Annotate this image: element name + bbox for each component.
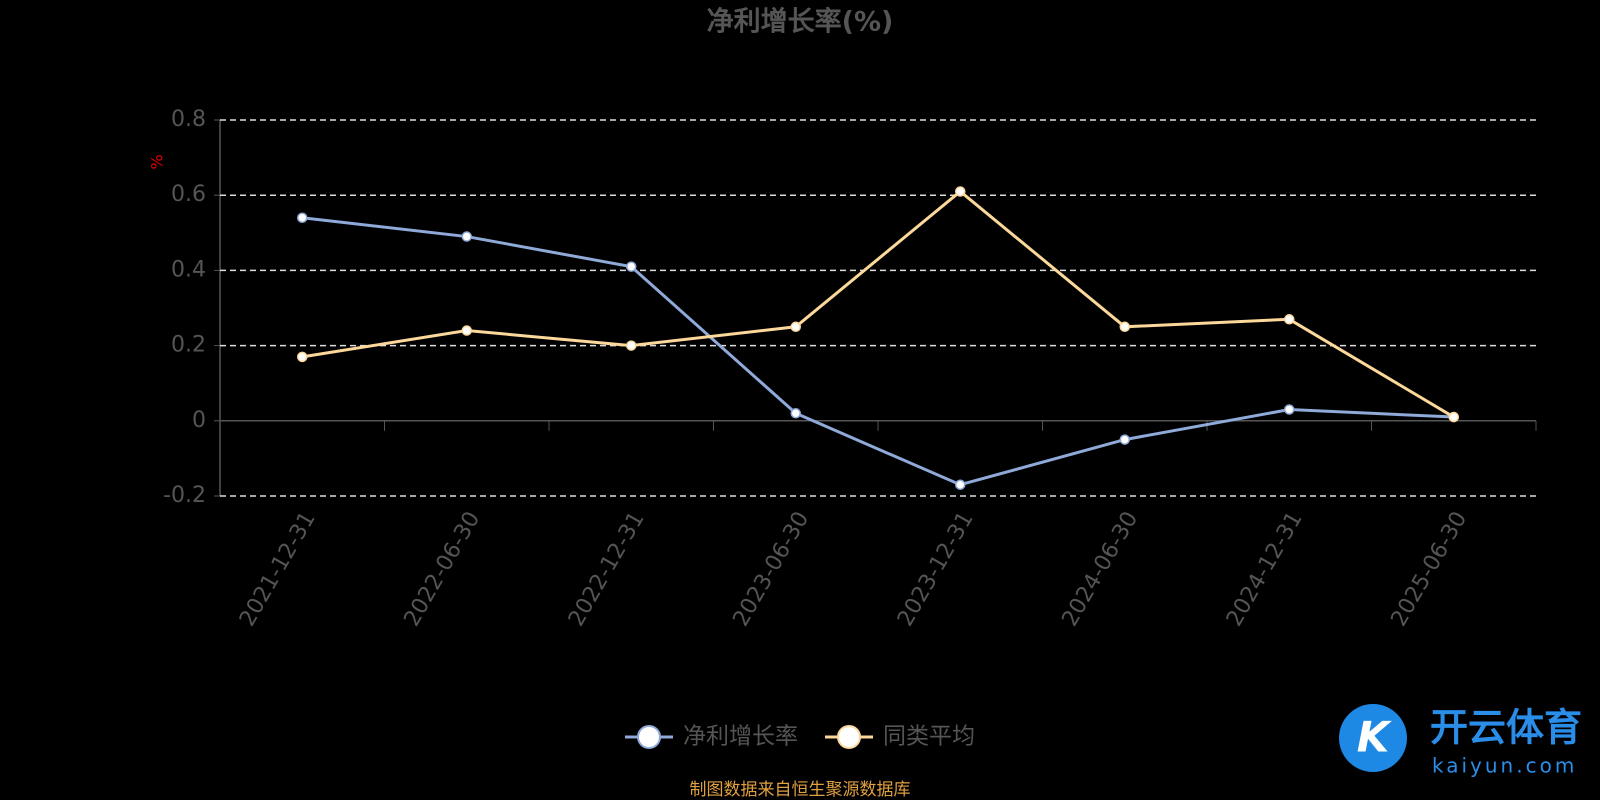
chart-title: 净利增长率(%): [707, 6, 894, 38]
data-point: [297, 351, 308, 363]
y-tick-label: -0.2: [163, 483, 206, 508]
series-line: [302, 216, 1454, 487]
data-point: [955, 479, 966, 490]
brand-site: kaiyun.com: [1432, 754, 1577, 778]
data-point: [1284, 314, 1295, 325]
legend-marker: [637, 725, 661, 749]
data-point: [1448, 411, 1459, 423]
x-tick-label: 2021-12-31: [235, 508, 321, 631]
x-tick-label: 2024-12-31: [1222, 508, 1308, 631]
x-tick-label: 2023-12-31: [893, 508, 979, 631]
data-point: [626, 261, 637, 272]
legend-marker: [837, 725, 861, 749]
data-point: [461, 231, 472, 242]
legend-item: 同类平均: [825, 724, 975, 750]
watermark: K 开云体育 kaiyun.com: [1339, 704, 1582, 778]
legend-label: 同类平均: [883, 724, 975, 750]
x-tick-label: 2022-06-30: [400, 508, 486, 631]
data-point: [461, 325, 472, 336]
y-tick-label: 0.6: [171, 182, 206, 207]
x-tick-label: 2023-06-30: [729, 508, 815, 631]
legend-label: 净利增长率: [683, 724, 798, 750]
data-point: [790, 321, 801, 333]
legend-item: 净利增长率: [625, 724, 798, 750]
brand-name: 开云体育: [1430, 706, 1582, 750]
data-point: [955, 186, 966, 197]
data-point: [626, 340, 637, 351]
data-point: [790, 408, 801, 419]
y-tick-label: 0.2: [171, 333, 206, 358]
source-note: 制图数据来自恒生聚源数据库: [690, 780, 911, 800]
series-line: [302, 189, 1455, 419]
y-tick-label: 0.4: [171, 257, 206, 282]
logo-icon: [1339, 704, 1407, 772]
y-tick-label: 0.8: [171, 107, 206, 132]
x-tick-label: 2024-06-30: [1058, 508, 1144, 631]
y-tick-label: 0: [192, 408, 206, 433]
data-point: [1119, 321, 1130, 333]
data-point: [1284, 404, 1295, 415]
data-point: [297, 212, 308, 224]
logo-letter: K: [1357, 713, 1393, 762]
x-tick-label: 2022-12-31: [564, 508, 650, 631]
data-point: [1119, 434, 1130, 445]
y-axis-label: %: [148, 154, 167, 169]
x-tick-label: 2025-06-30: [1387, 508, 1473, 631]
